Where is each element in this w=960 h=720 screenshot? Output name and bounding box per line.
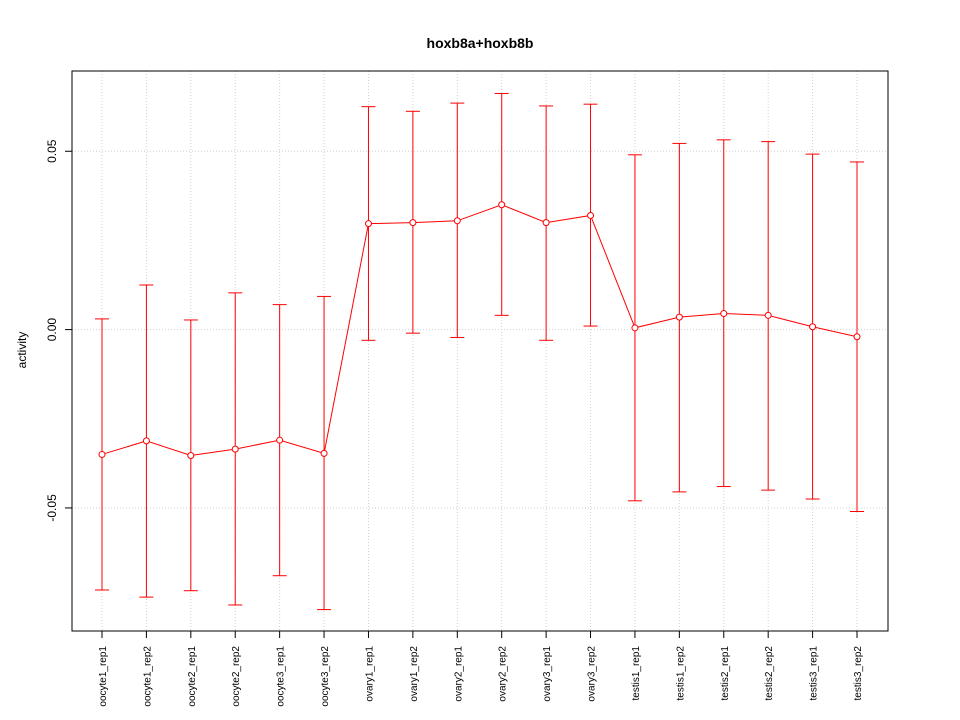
x-tick-label: ovary3_rep2 xyxy=(587,646,598,702)
chart-title: hoxb8a+hoxb8b xyxy=(427,35,534,51)
x-tick-label: ovary3_rep1 xyxy=(542,646,553,702)
x-tick-label: testis1_rep2 xyxy=(675,646,686,701)
data-point xyxy=(853,333,861,341)
grid xyxy=(72,71,888,631)
x-tick-label: ovary1_rep2 xyxy=(409,646,420,702)
data-point xyxy=(98,450,106,458)
x-tick-label: ovary2_rep2 xyxy=(498,646,509,702)
series-line xyxy=(101,204,858,457)
series-lines xyxy=(101,204,858,457)
x-tick-label: oocyte2_rep1 xyxy=(187,646,198,707)
data-point xyxy=(720,310,728,318)
x-tick-label: oocyte1_rep2 xyxy=(142,646,153,707)
x-axis: oocyte1_rep1 oocyte1_rep2 oocyte2_rep1 oocy… xyxy=(98,630,864,707)
data-point xyxy=(409,219,417,227)
x-tick-label: ovary1_rep1 xyxy=(364,646,375,702)
data-point xyxy=(364,220,372,228)
x-tick-label: oocyte3_rep1 xyxy=(276,646,287,707)
x-tick-label: oocyte2_rep2 xyxy=(231,646,242,707)
plot-frame xyxy=(71,70,889,632)
x-tick-label: testis2_rep1 xyxy=(720,646,731,701)
y-axis-label: activity xyxy=(15,332,29,369)
x-tick-label: testis1_rep1 xyxy=(631,646,642,701)
y-tick-label: 0.05 xyxy=(45,139,59,163)
error-bars xyxy=(95,92,864,611)
data-point xyxy=(587,211,595,219)
data-points xyxy=(98,201,861,460)
x-tick-label: oocyte1_rep1 xyxy=(98,646,109,707)
data-point xyxy=(276,436,284,444)
data-point xyxy=(809,323,817,331)
data-point xyxy=(764,311,772,319)
data-point xyxy=(498,201,506,209)
y-tick-label: 0.00 xyxy=(45,318,59,342)
x-tick-label: ovary2_rep1 xyxy=(453,646,464,702)
x-tick-label: testis3_rep2 xyxy=(853,646,864,701)
data-point xyxy=(631,324,639,332)
data-point xyxy=(542,219,550,227)
y-tick-label: -0.05 xyxy=(45,494,59,522)
x-tick-label: testis3_rep1 xyxy=(809,646,820,701)
data-point xyxy=(320,449,328,457)
data-point xyxy=(675,313,683,321)
x-tick-label: testis2_rep2 xyxy=(764,646,775,701)
data-point xyxy=(142,437,150,445)
data-point xyxy=(187,452,195,460)
data-point xyxy=(453,217,461,225)
y-axis: -0.05 0.00 0.05 xyxy=(45,139,73,522)
x-tick-label: oocyte3_rep2 xyxy=(320,646,331,707)
data-point xyxy=(231,445,239,453)
